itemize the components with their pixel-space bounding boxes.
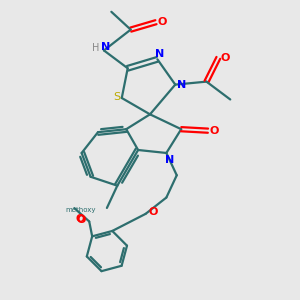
Text: N: N (101, 42, 110, 52)
Text: N: N (165, 154, 174, 164)
Text: S: S (113, 92, 120, 101)
Text: O: O (158, 17, 167, 27)
Text: N: N (177, 80, 186, 90)
Text: O: O (148, 206, 158, 217)
Text: O: O (210, 126, 219, 136)
Text: methoxy: methoxy (66, 207, 96, 213)
Text: H: H (92, 43, 99, 53)
Text: O: O (220, 53, 230, 63)
Text: O: O (75, 214, 84, 224)
Text: O: O (76, 215, 86, 225)
Text: N: N (155, 49, 164, 59)
